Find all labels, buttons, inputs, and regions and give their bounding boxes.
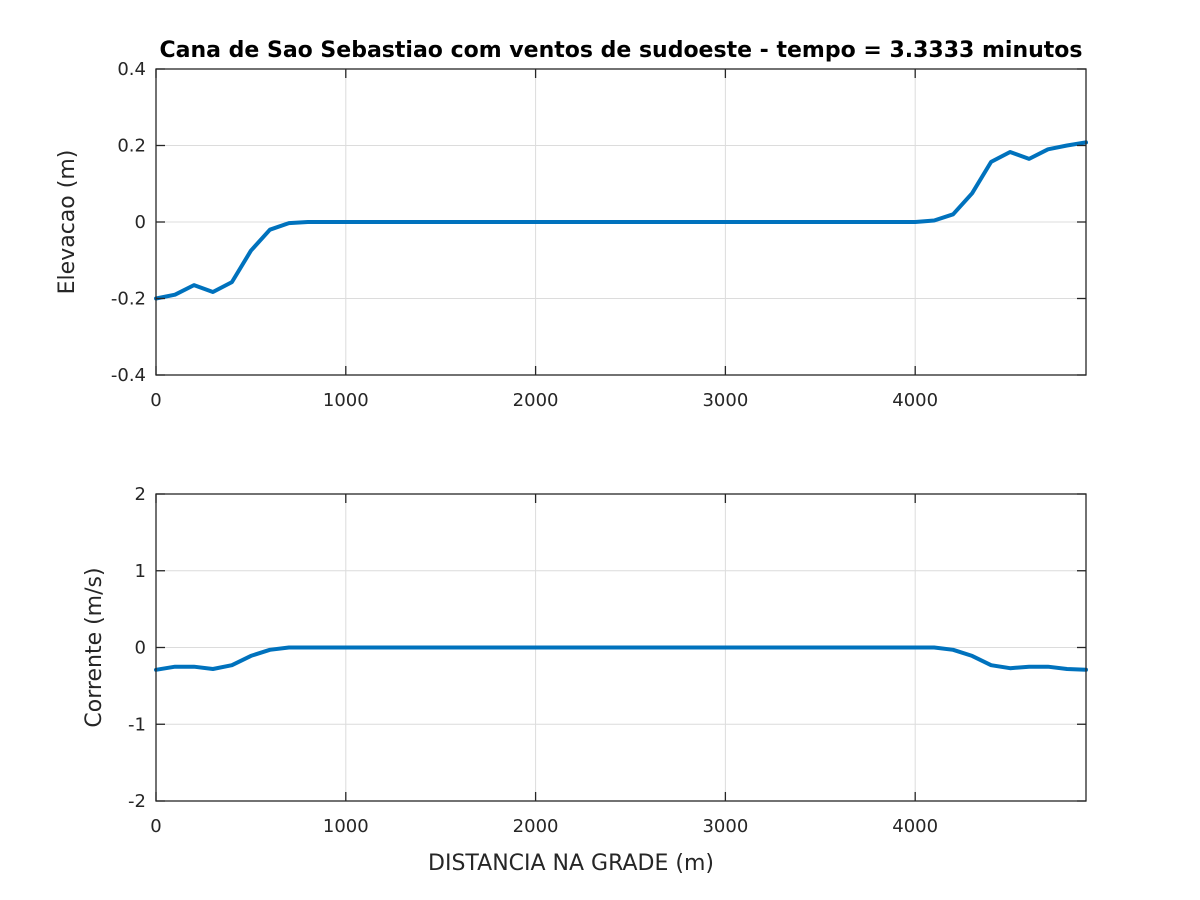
y-axis-label: Elevacao (m)	[55, 150, 80, 295]
x-tick-label: 1000	[323, 390, 369, 411]
x-tick-label: 2000	[513, 390, 559, 411]
x-tick-label: 0	[150, 816, 161, 837]
y-axis-label: Corrente (m/s)	[82, 567, 107, 727]
y-tick-label: -1	[128, 714, 146, 735]
x-tick-label: 4000	[892, 390, 938, 411]
y-tick-label: -0.2	[111, 289, 146, 310]
current-subplot: 0 1000 2000 3000 4000 2 1 0 -1 -2 Corrente (m/s) DI…	[82, 484, 1088, 876]
y-tick-label: 0.4	[117, 59, 146, 80]
y-tick-label: -0.4	[111, 365, 146, 386]
y-tick-label: 1	[135, 561, 146, 582]
elevation-subplot: 0 1000 2000 3000 4000 0.4 0.2 0 -0.2 -0.4 Elevacao…	[55, 59, 1088, 411]
y-tick-label: 0.2	[117, 136, 146, 157]
y-tick-label: -2	[128, 791, 146, 812]
x-tick-label: 1000	[323, 816, 369, 837]
x-tick-label: 0	[150, 390, 161, 411]
x-tick-label: 4000	[892, 816, 938, 837]
figure-title: Cana de Sao Sebastiao com ventos de sudo…	[159, 38, 1082, 63]
y-tick-label: 2	[135, 484, 146, 505]
x-tick-label: 3000	[702, 390, 748, 411]
x-tick-label: 3000	[702, 816, 748, 837]
y-tick-label: 0	[135, 638, 146, 659]
series-line	[154, 645, 1088, 672]
x-axis-label: DISTANCIA NA GRADE (m)	[428, 851, 714, 876]
y-tick-label: 0	[135, 212, 146, 233]
series-line	[154, 140, 1088, 301]
x-tick-label: 2000	[513, 816, 559, 837]
